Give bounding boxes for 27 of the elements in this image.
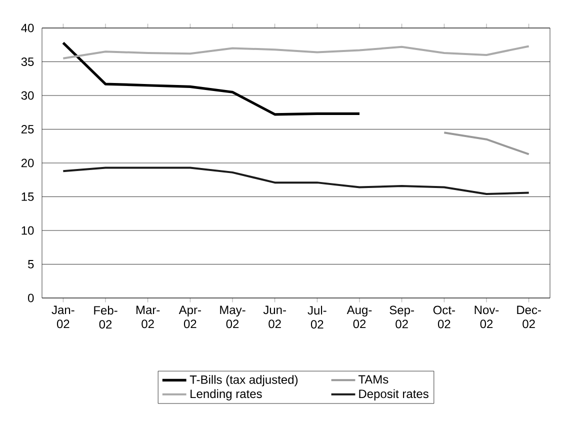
y-tick-label: 40 [21,24,34,32]
y-tick-label: 10 [22,226,34,235]
x-tick-label: Jan-02 [52,306,74,328]
y-tick-label: 30 [21,91,34,100]
x-tick-label: Nov-02 [474,306,499,328]
legend-label: TAMs [358,375,388,384]
y-tick-label: 0 [28,294,34,302]
x-tick-label: Oct-02 [433,306,455,328]
legend-label: Deposit rates [359,389,428,400]
x-tick-label: May-02 [220,306,246,328]
y-tick-label: 20 [21,158,34,168]
x-tick-label: Mar-02 [136,306,160,328]
x-tick-label: Feb-02 [94,306,118,329]
line-series [62,45,530,60]
y-tick-label: 25 [21,125,34,134]
x-tick-label: Aug-02 [346,306,372,328]
line-series [62,42,361,116]
legend-label: T-Bills (tax adjusted) [190,375,298,386]
y-tick-label: 15 [22,192,34,201]
y-tick-label: 5 [28,260,34,268]
x-tick-label: Jul-02 [308,306,326,329]
x-tick-label: Dec-02 [517,306,541,328]
y-tick-label: 35 [21,58,34,66]
x-tick-label: Sep-02 [390,306,414,328]
legend-label: Lending rates [190,389,262,400]
x-tick-label: Apr-02 [178,306,201,328]
x-tick-label: Jun-02 [263,306,286,328]
